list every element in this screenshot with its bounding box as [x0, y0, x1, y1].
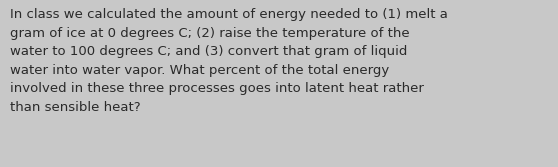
Text: In class we calculated the amount of energy needed to (1) melt a
gram of ice at : In class we calculated the amount of ene… — [10, 8, 448, 114]
